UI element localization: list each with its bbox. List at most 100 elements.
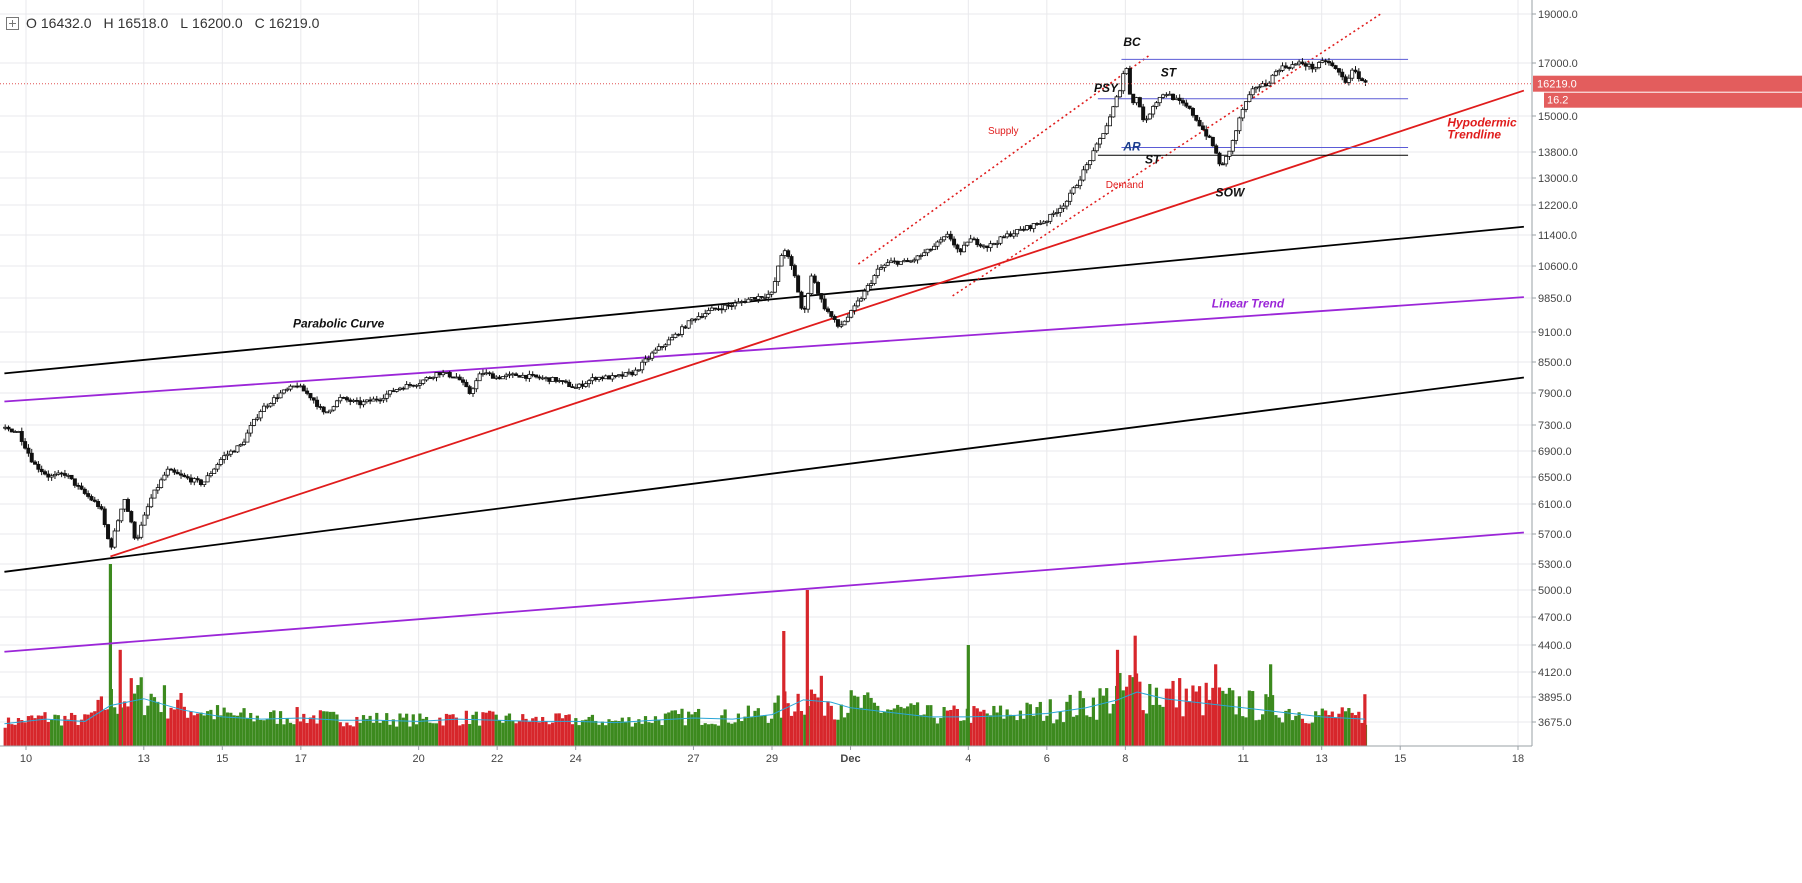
candle-143 [477,371,482,382]
candle-331 [1101,133,1106,139]
volume-bar-386 [1284,710,1288,746]
volume-bar-220 [733,722,737,746]
candle-239 [796,274,801,293]
volume-bar-278 [925,705,930,746]
candle-217 [723,303,728,313]
volume-bar-370 [1231,690,1235,746]
candle-142 [474,377,479,393]
volume-spike-5 [966,645,970,746]
time-tick-label-7: 27 [687,753,699,765]
candle-18 [62,469,67,479]
volume-bar-117 [391,719,395,746]
candle-114 [381,394,386,403]
volume-bar-359 [1194,691,1198,746]
volume-bar-297 [988,715,993,746]
candle-315 [1048,213,1053,225]
volume-bar-158 [527,721,531,746]
candle-247 [822,295,827,311]
candle-245 [816,280,821,296]
annotation-6: Supply [988,126,1019,137]
candle-42 [142,512,147,526]
volume-bar-61 [205,711,210,746]
volume-bar-269 [896,704,900,746]
volume-bar-276 [919,715,923,746]
candle-395 [1313,66,1318,73]
candle-40 [135,534,140,541]
candle-282 [938,236,943,245]
volume-bar-164 [547,724,551,746]
candle-283 [942,236,947,242]
candle-196 [653,347,658,354]
volume-bar-358 [1191,685,1195,746]
volume-bar-183 [610,721,614,746]
volume-bar-258 [859,707,863,746]
price-tick-label-14: 9100.0 [1538,327,1572,339]
candle-95 [318,403,323,410]
candle-44 [149,494,154,509]
candle-370 [1230,139,1235,155]
volume-bar-391 [1300,718,1305,746]
volume-bar-114 [381,720,386,746]
candle-234 [779,253,784,267]
volume-bar-90 [302,713,306,746]
volume-bar-179 [597,724,601,746]
volume-bar-113 [378,722,382,746]
volume-bar-178 [594,720,598,746]
price-tick-label-0: 3675.0 [1538,717,1572,729]
volume-bar-389 [1294,715,1298,746]
candle-139 [464,379,469,388]
volume-bar-350 [1164,688,1168,746]
volume-bar-182 [607,719,611,746]
volume-bar-188 [627,717,631,746]
volume-bar-316 [1051,723,1056,746]
candle-150 [500,376,505,380]
volume-bar-273 [909,703,913,746]
candle-402 [1336,67,1341,76]
volume-bar-64 [215,705,220,746]
candle-4 [16,430,21,433]
volume-bar-8 [30,715,34,746]
candle-131 [437,372,442,378]
volume-bar-100 [335,714,339,746]
volume-bar-357 [1188,701,1192,746]
volume-bar-130 [434,723,439,746]
expand-icon[interactable] [6,16,19,30]
candle-343 [1141,103,1146,123]
candle-122 [407,382,412,388]
candle-194 [646,355,651,363]
volume-bar-200 [667,712,671,746]
volume-bar-133 [444,713,449,746]
candle-326 [1084,162,1089,174]
candle-396 [1317,60,1322,70]
volume-bar-68 [229,712,233,746]
volume-bar-157 [524,718,528,746]
volume-bar-21 [73,714,77,746]
volume-bar-132 [441,725,445,746]
candle-209 [696,312,701,321]
candle-272 [905,257,910,263]
volume-bar-310 [1032,715,1036,746]
candle-228 [759,296,764,300]
volume-bar-30 [103,709,107,746]
candle-101 [338,394,343,404]
volume-bar-300 [998,705,1003,746]
candle-192 [640,359,645,374]
candle-285 [948,230,953,242]
volume-bar-19 [66,719,70,746]
volume-bar-363 [1207,699,1212,746]
candle-120 [401,386,406,391]
volume-bar-140 [468,723,472,746]
candle-157 [524,374,529,382]
candle-75 [252,418,257,427]
volume-bar-169 [564,714,568,746]
candle-100 [334,399,339,408]
candle-82 [275,393,280,402]
candle-275 [915,255,920,264]
volume-bar-17 [59,725,64,746]
volume-bar-129 [431,723,435,746]
candle-160 [534,374,539,379]
volume-bar-187 [624,722,628,746]
volume-spike-1 [805,590,809,746]
